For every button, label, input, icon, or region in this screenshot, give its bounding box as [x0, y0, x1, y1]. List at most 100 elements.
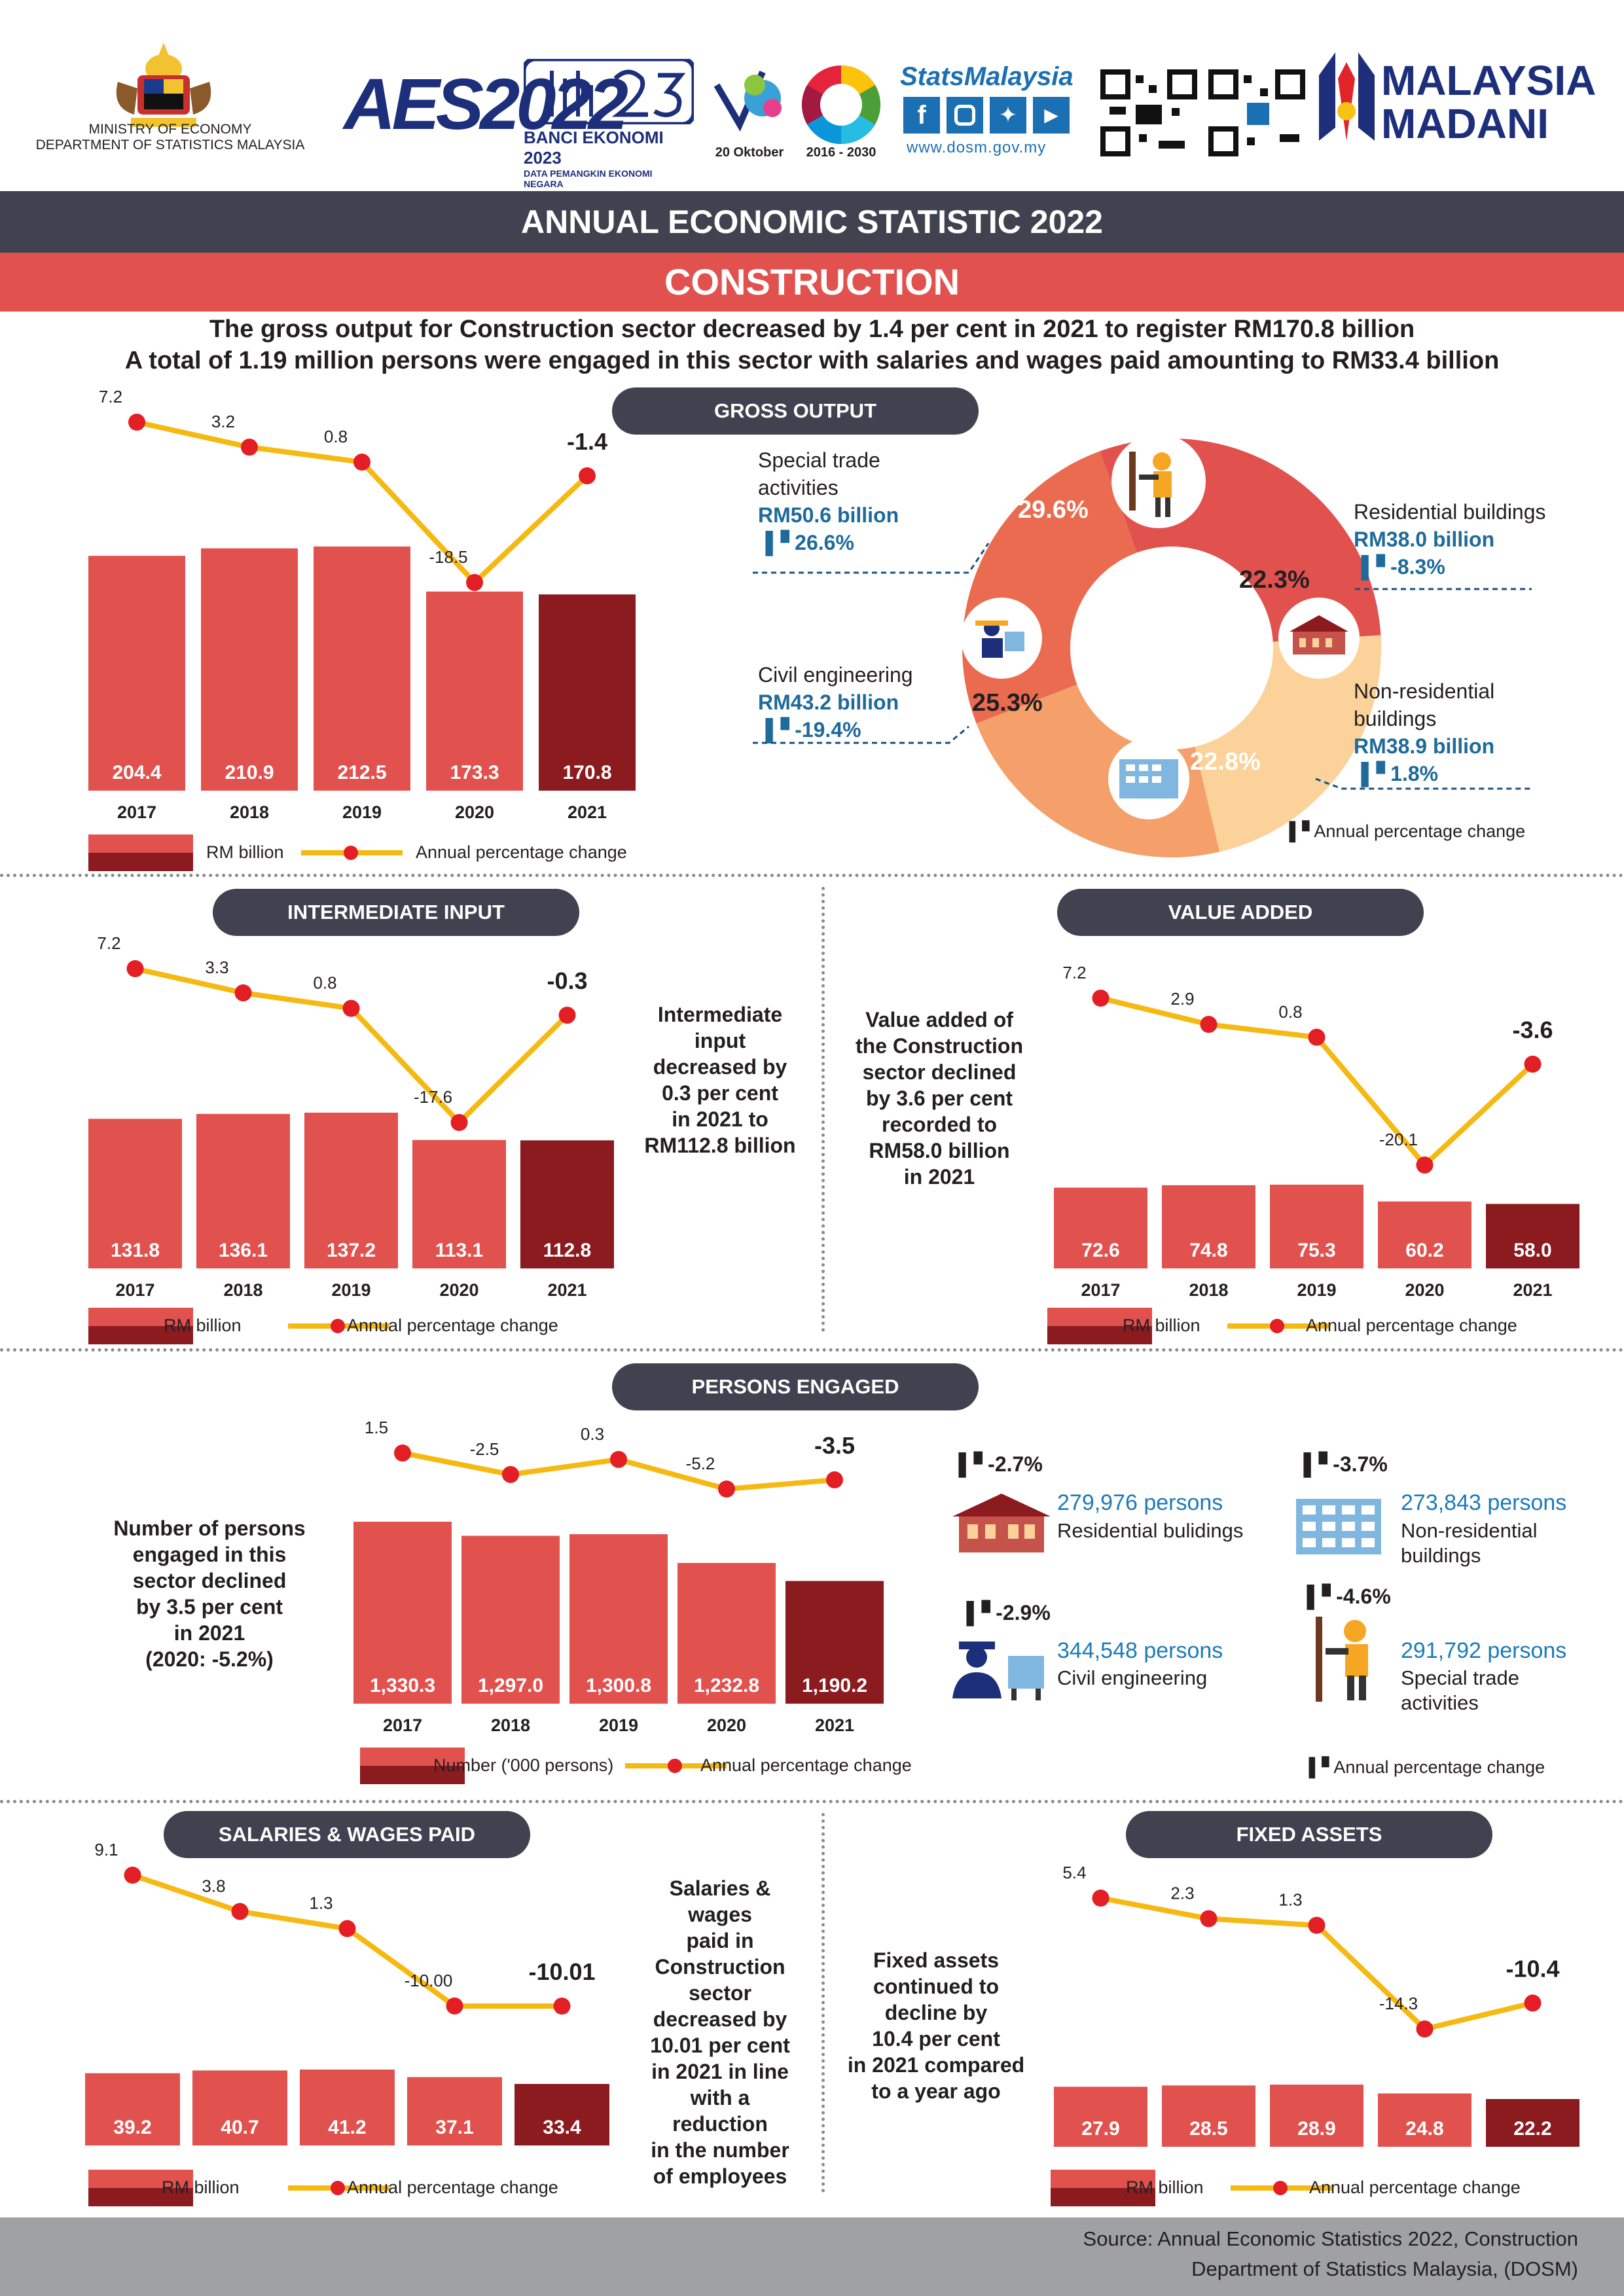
- aes-logo-text: AES2022: [344, 64, 628, 145]
- legend-dot-icon: [1273, 2181, 1288, 2195]
- line-value-label: 7.2: [99, 387, 122, 406]
- desc-line: 0.3 per cent: [662, 1081, 778, 1105]
- persons-description: Number of persons engaged in this sector…: [98, 1515, 321, 1672]
- section-title-value-added: VALUE ADDED: [1057, 889, 1424, 936]
- breakdown-change-value: -2.7%: [988, 1452, 1043, 1476]
- bar-value-label: 131.8: [111, 1240, 160, 1261]
- line-value-label: -10.01: [528, 1958, 595, 1985]
- bar-2017: [1054, 2087, 1147, 2147]
- section-divider: [0, 874, 1624, 877]
- callout-civil-value: RM43.2 billion: [758, 691, 899, 714]
- salaries-description: Salaries & wages paid in Construction se…: [638, 1875, 802, 2189]
- wsd-date: 20 Oktober: [715, 145, 784, 160]
- banci-title: BANCI EKONOMI 2023: [524, 128, 664, 168]
- x-tick-label: 2017: [117, 802, 156, 822]
- donut-label-nonresidential: 22.8%: [1190, 748, 1261, 776]
- trend-bars-icon: ▐▝: [1296, 1452, 1333, 1476]
- engineer-icon: [961, 598, 1042, 679]
- bar-2018: [196, 1113, 290, 1268]
- section-divider: [0, 1800, 1624, 1803]
- headline-gross-output: The gross output for Construction sector…: [209, 315, 1415, 343]
- x-tick-label: 2017: [1081, 1280, 1120, 1300]
- line-value-label: -10.00: [405, 1971, 453, 1990]
- bar-2019: [569, 1534, 668, 1704]
- trend-bars-icon: ▐▝: [951, 1452, 988, 1476]
- bar-value-label: 40.7: [221, 2117, 259, 2138]
- x-tick-label: 2017: [1081, 2159, 1120, 2160]
- instagram-icon[interactable]: [947, 97, 983, 134]
- line-value-label: 9.1: [94, 1840, 118, 1859]
- x-tick-label: 2019: [1297, 2159, 1336, 2160]
- line-value-label: -10.4: [1506, 1955, 1559, 1982]
- line-point-2020: [718, 1480, 735, 1498]
- donut-label-residential: 22.3%: [1239, 566, 1310, 594]
- source-line2: Department of Statistics Malaysia, (DOSM…: [1191, 2257, 1578, 2280]
- series-line: [134, 966, 569, 1126]
- line-value-label: 0.3: [581, 1424, 604, 1444]
- section-divider-vertical: [821, 887, 825, 1332]
- bar-value-label: 27.9: [1081, 2118, 1119, 2140]
- desc-line: by 3.6 per cent: [865, 1086, 1013, 1110]
- callout-nonresidential: Non-residential buildings RM38.9 billion…: [1354, 677, 1494, 787]
- bar-value-label: 28.5: [1189, 2118, 1227, 2140]
- x-tick-label: 2021: [568, 802, 607, 822]
- stats-malaysia-brand: StatsMalaysia: [900, 62, 1074, 91]
- line-point-2020: [446, 1997, 463, 2015]
- bar-2018: [192, 2070, 287, 2145]
- x-tick-label: 2017: [383, 1715, 422, 1734]
- x-tick-label: 2020: [439, 1280, 478, 1300]
- desc-line: in 2021 in line: [651, 2060, 789, 2083]
- line-point-2017: [1092, 990, 1110, 1007]
- bar-2020: [1378, 1201, 1471, 1268]
- breakdown-category: Special trade: [1401, 1666, 1519, 1689]
- bar-value-label: 204.4: [112, 762, 161, 783]
- bar-2017: [1054, 1187, 1147, 1268]
- website-link[interactable]: www.dosm.gov.my: [907, 139, 1047, 156]
- x-tick-label: 2020: [1405, 2159, 1444, 2160]
- bar-2017: [88, 556, 185, 791]
- section-title-persons-engaged: PERSONS ENGAGED: [612, 1363, 979, 1410]
- x-tick-label: 2020: [455, 802, 494, 822]
- x-tick-label: 2018: [491, 1715, 530, 1734]
- sdg-years: 2016 - 2030: [806, 145, 876, 160]
- legend-dot-icon: [668, 1759, 682, 1773]
- madani-line1: MALAYSIA: [1381, 57, 1597, 104]
- desc-line: by 3.5 per cent: [135, 1595, 283, 1619]
- breakdown-change-value: -3.7%: [1333, 1452, 1388, 1476]
- value-added-description: Value added of the Construction sector d…: [838, 1007, 1041, 1190]
- line-value-label: 0.8: [1278, 1002, 1302, 1022]
- bar-value-label: 137.2: [327, 1240, 376, 1261]
- banci-logo: BANCI EKONOMI 2023 DATA PEMANGKIN EKONOM…: [521, 56, 696, 189]
- legend-dot-icon: [331, 2181, 345, 2195]
- desc-line: (2020: -5.2%): [145, 1647, 274, 1671]
- breakdown-change: ▐▝ -2.9%: [959, 1600, 1051, 1625]
- bar-value-label: 41.2: [328, 2117, 366, 2138]
- sector-title: CONSTRUCTION: [0, 253, 1624, 312]
- facebook-icon[interactable]: f: [903, 97, 940, 134]
- desc-line: 10.4 per cent: [872, 2027, 1000, 2051]
- youtube-icon[interactable]: ▶: [1033, 97, 1070, 134]
- twitter-icon[interactable]: ✦: [990, 97, 1026, 134]
- callout-special-name2: activities: [758, 476, 839, 499]
- desc-line: reduction: [672, 2112, 768, 2136]
- donut-legend: ▐▝ Annual percentage change: [1283, 821, 1525, 842]
- footer: Source: Annual Economic Statistics 2022,…: [0, 2217, 1624, 2296]
- line-point-2018: [234, 984, 252, 1001]
- line-value-label: 5.4: [1062, 1863, 1086, 1882]
- qr-code-facebook-icon[interactable]: [1208, 69, 1306, 157]
- line-point-2021: [826, 1471, 843, 1489]
- line-value-label: -3.6: [1512, 1016, 1553, 1043]
- legend-annual-change: Annual percentage change: [700, 1755, 912, 1775]
- trend-bars-icon: ▐▝: [1283, 821, 1314, 841]
- legend-rm-billion: RM billion: [206, 842, 284, 862]
- line-point-2017: [128, 414, 145, 431]
- breakdown-category: Civil engineering: [1057, 1666, 1208, 1689]
- breakdown-change: ▐▝ -3.7%: [1296, 1452, 1388, 1477]
- legend-annual-change: Annual percentage change: [347, 2178, 558, 2197]
- bar-2021: [1486, 1204, 1579, 1268]
- bar-2017: [85, 2073, 180, 2145]
- legend-dot-icon: [1270, 1319, 1284, 1333]
- qr-code-icon[interactable]: [1100, 69, 1198, 157]
- line-value-label: 7.2: [97, 933, 120, 953]
- desc-line: sector declined: [132, 1569, 287, 1592]
